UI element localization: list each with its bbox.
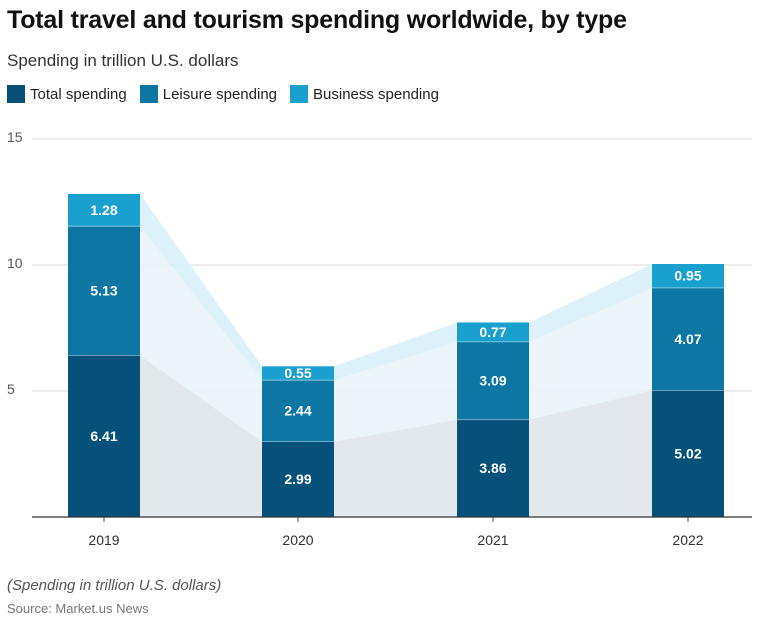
footnote: (Spending in trillion U.S. dollars): [7, 577, 222, 594]
data-label-business: 1.28: [90, 202, 117, 218]
bar-segment-business: [652, 263, 724, 288]
data-label-total: 6.41: [90, 428, 117, 444]
y-tick-label: 15: [7, 129, 23, 145]
bar-segment-business: [262, 366, 334, 381]
source-credit: Source: Market.us News: [7, 601, 149, 616]
connector-band-total: [140, 355, 262, 517]
connector-band-business: [334, 322, 457, 381]
y-tick-label: 5: [7, 381, 15, 397]
bar-segment-business: [457, 322, 529, 342]
bar-segment-total: [457, 419, 529, 517]
legend-item-business[interactable]: Business spending: [290, 85, 439, 103]
data-label-total: 5.02: [674, 445, 701, 461]
connector-band-leisure: [334, 341, 457, 442]
connector-band-total: [334, 419, 457, 517]
x-tick-label: 2020: [282, 532, 313, 548]
x-tick-label: 2021: [477, 532, 508, 548]
legend-swatch-leisure: [139, 85, 158, 103]
data-label-business: 0.95: [674, 268, 701, 284]
bar-segment-total: [262, 441, 334, 517]
chart-title: Total travel and tourism spending worldw…: [7, 6, 627, 34]
legend-item-total[interactable]: Total spending: [7, 85, 127, 103]
chart-subtitle: Spending in trillion U.S. dollars: [7, 51, 239, 70]
connector-band-leisure: [140, 226, 262, 442]
x-tick-label: 2022: [672, 532, 703, 548]
legend-item-leisure[interactable]: Leisure spending: [139, 85, 278, 103]
data-label-business: 0.55: [284, 365, 311, 381]
legend-swatch-total: [7, 85, 25, 103]
connector-band-business: [529, 263, 652, 342]
data-label-business: 0.77: [479, 324, 506, 340]
bar-segment-leisure: [652, 287, 724, 391]
bar-segment-leisure: [262, 380, 334, 442]
bar-segment-total: [68, 355, 140, 517]
data-label-leisure: 3.09: [479, 372, 506, 388]
y-tick-label: 10: [7, 255, 23, 271]
legend-label-total: Total spending: [30, 85, 127, 103]
legend-label-business: Business spending: [313, 85, 439, 103]
connector-band-total: [529, 390, 652, 517]
data-label-total: 2.99: [284, 471, 311, 487]
data-label-leisure: 4.07: [674, 331, 701, 347]
bar-segment-total: [652, 390, 724, 517]
legend-swatch-business: [290, 85, 309, 103]
legend-label-leisure: Leisure spending: [162, 85, 278, 103]
data-label-leisure: 5.13: [90, 283, 117, 299]
connector-band-business: [140, 193, 262, 381]
data-label-total: 3.86: [479, 460, 506, 476]
data-label-leisure: 2.44: [284, 403, 311, 419]
connector-band-leisure: [529, 287, 652, 420]
stacked-bar-chart: 5 10 15 6.41 5.13 1.28 2019 2.99 2.44 0.55 2020 3.8…: [7, 129, 752, 548]
bar-segment-leisure: [457, 341, 529, 420]
bar-segment-business: [68, 193, 140, 227]
x-tick-label: 2019: [88, 532, 119, 548]
bar-segment-leisure: [68, 226, 140, 356]
legend: Total spending Leisure spending Business…: [7, 85, 452, 103]
